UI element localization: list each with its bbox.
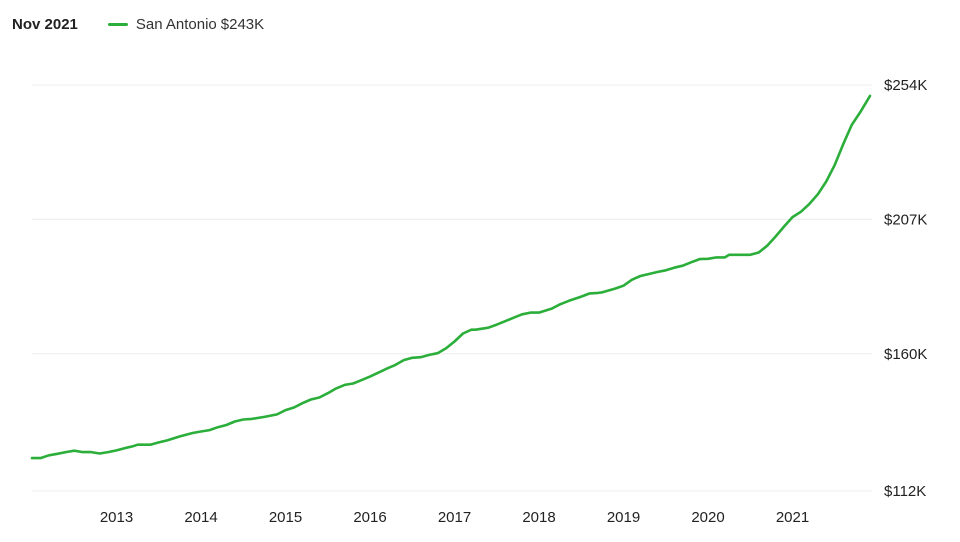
y-axis-ticks: $112K $160K $207K $254K [884,77,927,500]
date-label: Nov 2021 [12,15,78,33]
legend-swatch-icon [107,22,128,26]
x-tick-label: 2020 [691,509,724,526]
x-tick-label: 2015 [269,509,302,526]
y-tick-label: $160K [884,346,927,363]
legend-entry[interactable]: San Antonio $243K [107,15,265,33]
x-tick-label: 2013 [100,509,133,526]
grid-lines [32,84,872,492]
x-axis-ticks: 2013 2014 2015 2016 2017 2018 2019 2020 2021 [100,509,809,526]
x-tick-label: 2021 [776,509,809,526]
legend-series-value: $243K [220,15,265,33]
y-tick-label: $207K [884,211,927,228]
series-layer [30,94,872,460]
series-line-san-antonio[interactable] [30,94,872,460]
x-tick-label: 2019 [607,509,640,526]
x-tick-label: 2014 [184,509,217,526]
x-tick-label: 2017 [438,509,471,526]
legend-series-name: San Antonio [135,15,217,33]
x-tick-label: 2016 [353,509,386,526]
y-tick-label: $112K [884,483,926,500]
x-tick-label: 2018 [522,509,555,526]
chart-header: Nov 2021 San Antonio $243K [12,12,264,36]
y-tick-label: $254K [884,77,927,94]
